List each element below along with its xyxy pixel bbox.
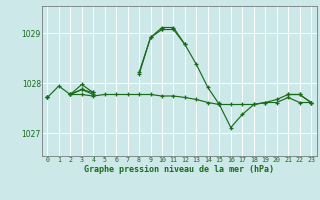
X-axis label: Graphe pression niveau de la mer (hPa): Graphe pression niveau de la mer (hPa) [84,165,274,174]
